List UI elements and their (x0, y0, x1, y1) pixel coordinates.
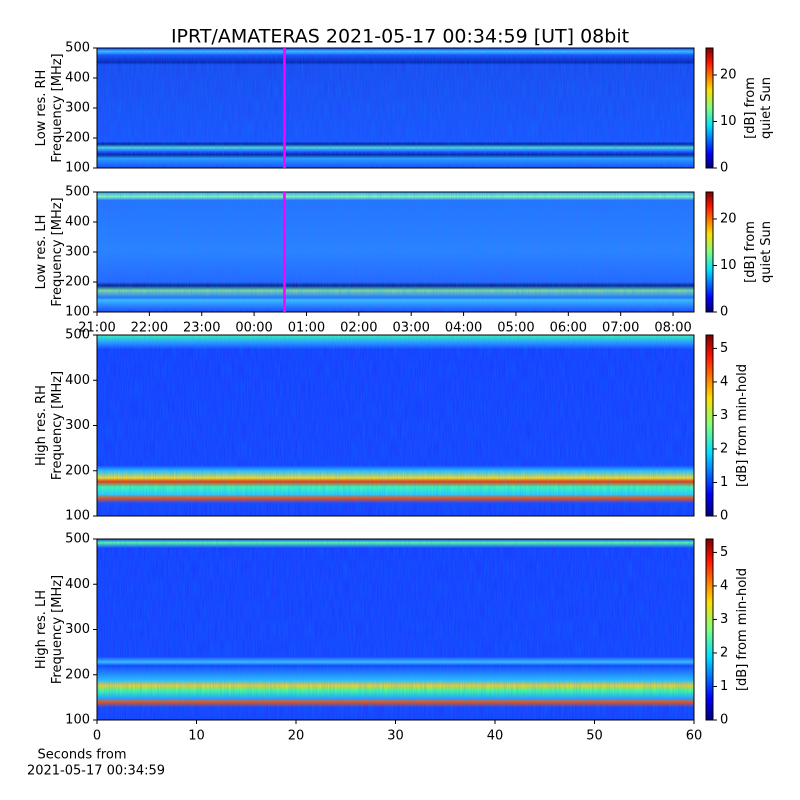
colorbar-tick-label: 0 (720, 305, 728, 320)
colorbar (705, 334, 714, 517)
colorbar-tick-label: 5 (720, 545, 728, 560)
x-tick-label: 30 (387, 729, 404, 744)
x-tick-label: 02:00 (340, 321, 377, 336)
colorbar-tick-label: 0 (720, 713, 728, 728)
colorbar-label-line: [dB] from min-hold (735, 568, 750, 691)
y-axis-label: Low res. RHFrequency [MHz] (34, 53, 65, 162)
x-tick-label: 20 (288, 729, 305, 744)
x-tick-label: 04:00 (445, 321, 482, 336)
colorbar-label-line: quiet Sun (759, 221, 774, 283)
y-axis-label-line: High res. LH (34, 590, 49, 669)
y-axis-label-line: Low res. LH (34, 215, 49, 290)
y-tick-label: 500 (65, 328, 90, 343)
y-tick-label: 500 (65, 532, 90, 547)
y-axis-label: High res. RHFrequency [MHz] (34, 371, 65, 480)
y-axis-label-line: Frequency [MHz] (50, 371, 65, 480)
y-tick-label: 100 (65, 305, 90, 320)
x-tick-label: 03:00 (392, 321, 429, 336)
colorbar-tick-label: 3 (720, 408, 728, 423)
colorbar (705, 538, 714, 721)
y-axis-label-line: Frequency [MHz] (50, 575, 65, 684)
y-axis-label-line: High res. RH (34, 385, 49, 466)
colorbar-tick-label: 2 (720, 441, 728, 456)
y-tick-label: 200 (65, 275, 90, 290)
y-axis-label-line: Frequency [MHz] (50, 53, 65, 162)
colorbar (705, 47, 714, 169)
colorbar (705, 191, 714, 313)
colorbar-label: [dB] fromquiet Sun (743, 77, 774, 139)
y-tick-label: 200 (65, 667, 90, 682)
y-tick-label: 400 (65, 373, 90, 388)
colorbar-label: [dB] from min-hold (735, 568, 750, 691)
colorbar-tick-label: 0 (720, 509, 728, 524)
y-tick-label: 500 (65, 41, 90, 56)
y-axis-label: High res. LHFrequency [MHz] (34, 575, 65, 684)
colorbar-tick-label: 5 (720, 341, 728, 356)
x-axis-label: 2021-05-17 00:34:59 (27, 764, 165, 779)
x-axis-label: Seconds from (37, 748, 126, 763)
colorbar-tick-label: 3 (720, 612, 728, 627)
colorbar-tick-label: 20 (720, 67, 737, 82)
y-tick-label: 100 (65, 713, 90, 728)
spectrogram-texture (97, 48, 694, 168)
y-tick-label: 300 (65, 622, 90, 637)
colorbar-label: [dB] from min-hold (735, 364, 750, 487)
colorbar-tick-label: 10 (720, 114, 737, 129)
x-tick-label: 05:00 (497, 321, 534, 336)
x-tick-label: 08:00 (654, 321, 691, 336)
y-tick-label: 300 (65, 101, 90, 116)
colorbar-tick-label: 0 (720, 161, 728, 176)
y-tick-label: 300 (65, 245, 90, 260)
colorbar-tick-label: 4 (720, 578, 728, 593)
colorbar-label: [dB] fromquiet Sun (743, 221, 774, 283)
x-tick-label: 0 (93, 729, 101, 744)
colorbar-tick-label: 1 (720, 679, 728, 694)
colorbar-label-line: [dB] from (743, 77, 758, 139)
x-tick-label: 10 (188, 729, 205, 744)
y-tick-label: 400 (65, 215, 90, 230)
x-tick-label: 22:00 (131, 321, 168, 336)
colorbar-tick-label: 20 (720, 211, 737, 226)
x-tick-label: 60 (686, 729, 703, 744)
x-tick-label: 21:00 (78, 321, 115, 336)
spectrogram-texture (97, 335, 694, 516)
spectrogram-texture (97, 539, 694, 720)
colorbar-tick-label: 4 (720, 374, 728, 389)
y-axis-label-line: Low res. RH (34, 70, 49, 147)
x-tick-label: 23:00 (183, 321, 220, 336)
x-tick-label: 07:00 (602, 321, 639, 336)
y-tick-label: 400 (65, 577, 90, 592)
y-tick-label: 200 (65, 463, 90, 478)
y-axis-label-line: Frequency [MHz] (50, 197, 65, 306)
colorbar-label-line: [dB] from min-hold (735, 364, 750, 487)
y-tick-label: 100 (65, 509, 90, 524)
colorbar-tick-label: 2 (720, 645, 728, 660)
colorbar-label-line: quiet Sun (759, 77, 774, 139)
colorbar-tick-label: 10 (720, 258, 737, 273)
spectrogram-texture (97, 192, 694, 312)
x-tick-label: 01:00 (288, 321, 325, 336)
x-tick-label: 50 (586, 729, 603, 744)
y-tick-label: 500 (65, 185, 90, 200)
y-axis-label: Low res. LHFrequency [MHz] (34, 197, 65, 306)
y-tick-label: 200 (65, 131, 90, 146)
y-tick-label: 400 (65, 71, 90, 86)
y-tick-label: 100 (65, 161, 90, 176)
x-tick-label: 00:00 (235, 321, 272, 336)
figure-title: IPRT/AMATERAS 2021-05-17 00:34:59 [UT] 0… (171, 26, 629, 48)
colorbar-tick-label: 1 (720, 475, 728, 490)
x-tick-label: 40 (487, 729, 504, 744)
y-tick-label: 300 (65, 418, 90, 433)
x-tick-label: 06:00 (550, 321, 587, 336)
colorbar-label-line: [dB] from (743, 221, 758, 283)
